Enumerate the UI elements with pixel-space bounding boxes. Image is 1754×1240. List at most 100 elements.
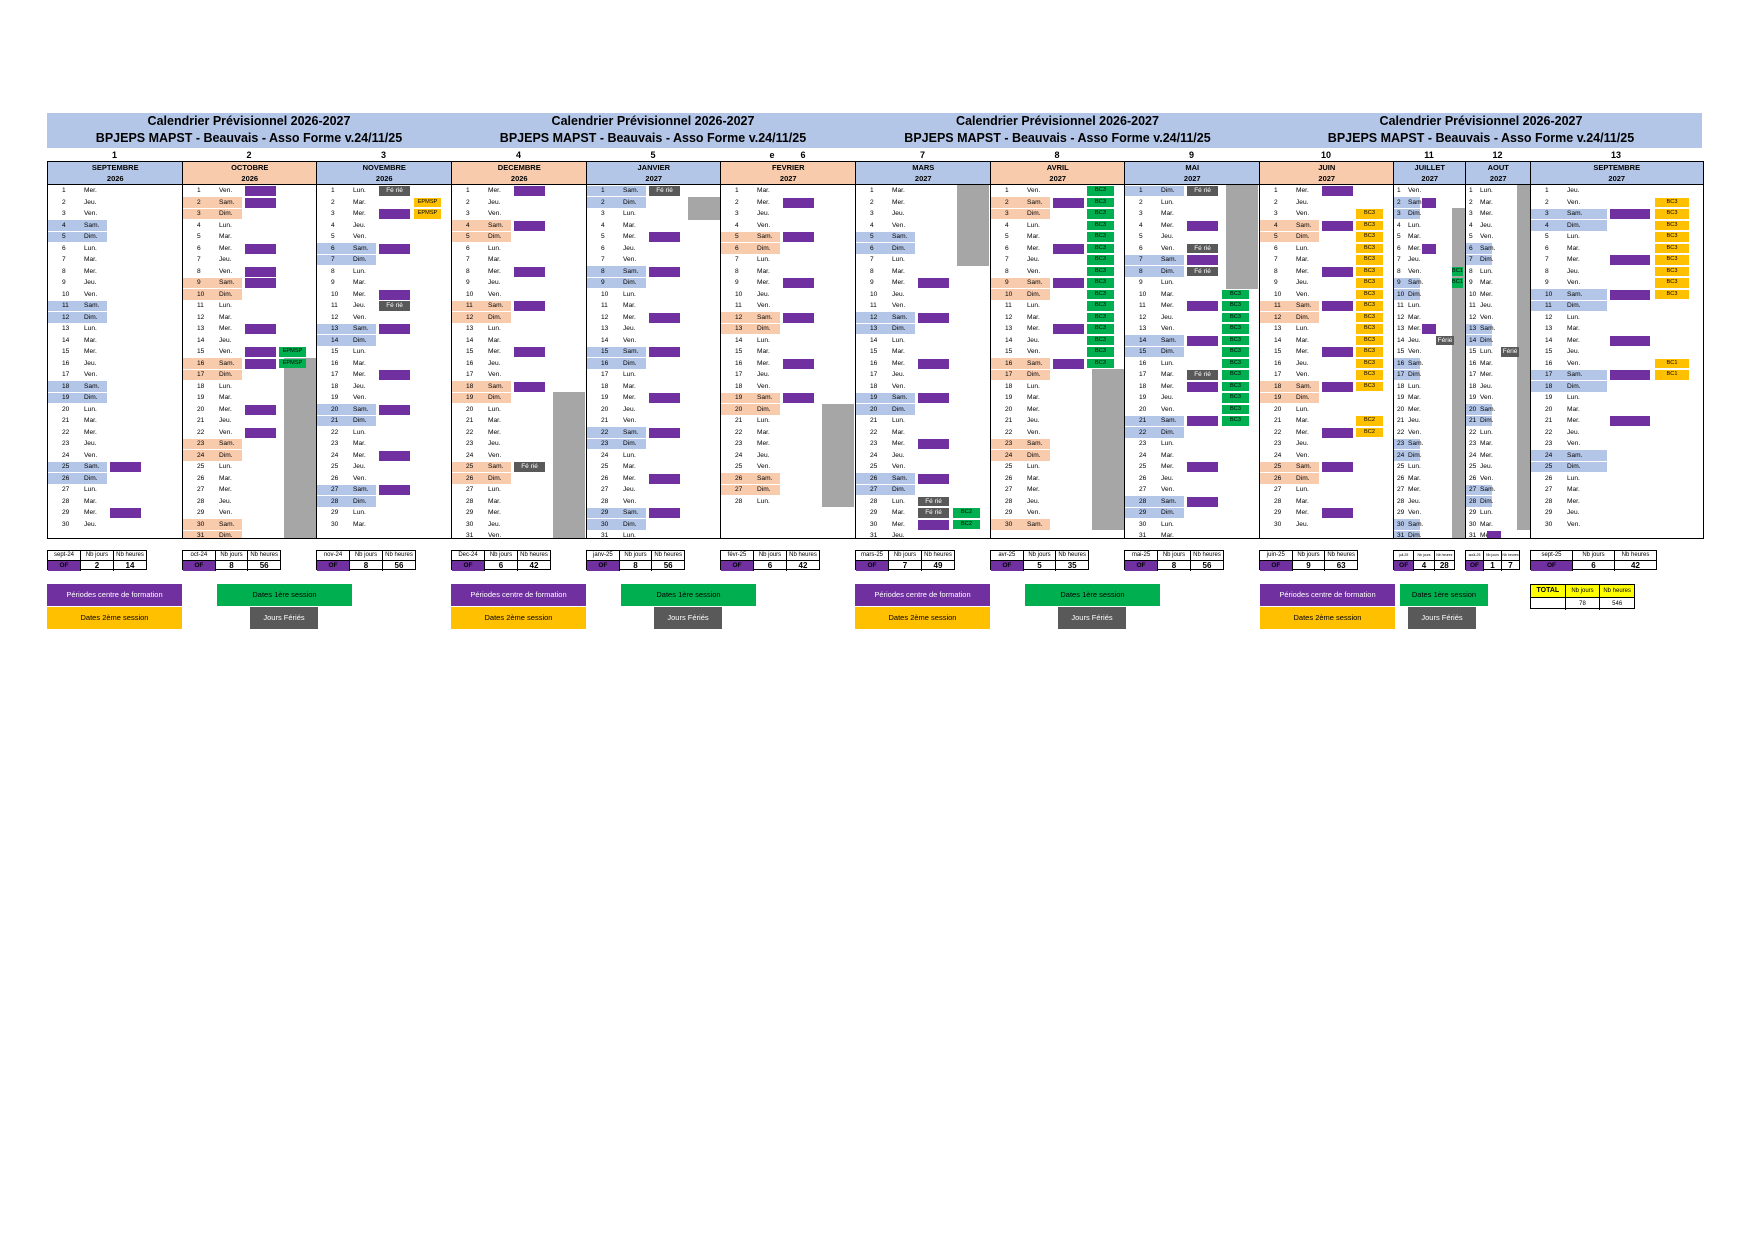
day-name: Sam.: [1408, 359, 1424, 367]
day-name: Mer.: [1027, 244, 1040, 252]
weekend-highlight: [48, 473, 107, 484]
month-year: 2026: [510, 174, 528, 183]
day-number: 16: [1139, 359, 1147, 367]
day-row: 11 Jeu. Fé rié: [317, 300, 452, 312]
day-row: 27 Sam.: [317, 484, 452, 496]
day-number: 12: [331, 313, 339, 321]
summary-hours-value: 14: [125, 561, 135, 570]
weekend-highlight: [1466, 484, 1492, 495]
total-hours-header: Nb heures: [1600, 585, 1635, 597]
month-column: JANVIER 2027 1 Sam. Fé rié 2 Dim. 3 Lun. 4 Mar. 5 Me…: [586, 161, 722, 539]
day-number: 30: [601, 520, 609, 528]
day-row: 26 Dim.: [1260, 473, 1394, 485]
day-number: 3: [331, 210, 335, 217]
day-row: 1 Jeu.: [1531, 185, 1703, 197]
day-row: 12 Dim. BC3: [1260, 312, 1394, 324]
day-row: 23 Ven.: [1531, 438, 1703, 450]
day-name: Dim.: [353, 256, 367, 263]
summary-header-row: avr-25 Nb jours Nb heures: [991, 551, 1088, 561]
day-name: Lun.: [1567, 474, 1580, 482]
session-badge: BC3: [1087, 197, 1114, 207]
day-row: 15 Ven. BC3: [991, 346, 1125, 358]
day-number: 23: [601, 440, 609, 447]
session-badge: BC3: [1222, 370, 1249, 380]
weekend-highlight: [1125, 185, 1184, 196]
day-name: Mer.: [1567, 256, 1580, 263]
weekend-highlight: [183, 358, 242, 369]
day-number: 13: [466, 325, 474, 332]
day-row: 4 Lun. BC3: [991, 220, 1125, 232]
day-number: 17: [1397, 371, 1405, 378]
session-badge: BC3: [1087, 335, 1114, 345]
day-number: 6: [466, 244, 470, 252]
month-column: DECEMBRE 2026 1 Mer. 2 Jeu. 3 Ven. 4 Sam. 5 Dim. 6 Lu…: [451, 161, 588, 539]
weekend-highlight: [1260, 231, 1319, 242]
month-header: MARS 2027: [856, 162, 991, 185]
day-row: 18 Jeu.: [1466, 381, 1531, 393]
training-period-block: [1053, 197, 1084, 208]
day-number: 4: [1274, 221, 1278, 229]
day-number: 23: [1005, 440, 1013, 447]
month-number: 11: [1393, 150, 1465, 161]
day-row: 2 Mer.: [856, 197, 991, 209]
day-row: 30 Jeu.: [452, 519, 587, 531]
training-period-block: [245, 278, 276, 288]
day-number: 18: [1545, 382, 1553, 390]
day-name: Mar.: [1296, 417, 1309, 424]
holiday-badge: Fé rié: [1187, 243, 1218, 253]
day-name: Sam.: [1161, 497, 1177, 505]
day-number: 4: [601, 221, 605, 229]
month-name: JUIN: [1318, 163, 1336, 172]
day-name: Lun.: [1027, 221, 1040, 229]
day-name: Lun.: [623, 210, 636, 217]
day-number: 24: [331, 451, 339, 459]
day-row: 16 Dim.: [587, 358, 721, 370]
day-number: 12: [1139, 313, 1147, 321]
day-number: 25: [1545, 463, 1553, 470]
day-name: Ven.: [757, 221, 771, 229]
day-name: Jeu.: [219, 497, 232, 505]
day-row: 16 Jeu. BC3: [1260, 358, 1394, 370]
day-name: Dim.: [1027, 210, 1041, 217]
day-number: 28: [1397, 497, 1405, 505]
day-number: 12: [735, 313, 743, 321]
day-row: 25 Mer.: [1125, 461, 1260, 473]
day-row: 19 Ven.: [317, 392, 452, 404]
month-column: NOVEMBRE 2026 1 Lun. Fé rié 2 Mar. EPMSP 3 Mer. EP…: [316, 161, 453, 539]
day-number: 23: [1397, 440, 1405, 447]
day-name: Sam.: [1027, 520, 1043, 528]
day-number: 21: [197, 417, 205, 424]
summary-value-row: OF 6 42: [1531, 561, 1656, 571]
month-summary: janv-25 Nb jours Nb heures OF 8 56: [586, 550, 685, 571]
summary-header-cell: Nb heures: [1193, 552, 1221, 558]
month-number: 10: [1259, 150, 1393, 161]
day-name: Sam.: [1296, 221, 1312, 229]
day-row: 10 Sam. BC3: [1531, 289, 1703, 301]
day-name: Dim.: [1480, 417, 1494, 424]
day-row: 30 Mer. BC2: [856, 519, 991, 531]
weekend-highlight: [587, 358, 646, 369]
day-name: Mar.: [892, 348, 905, 355]
weekend-highlight: [991, 450, 1050, 461]
summary-hours-value: 56: [1202, 561, 1212, 570]
session-badge: BC3: [1087, 220, 1114, 230]
day-row: 1 Mer.: [452, 185, 587, 197]
day-name: Mar.: [1408, 474, 1421, 482]
day-name: Mer.: [1480, 530, 1493, 538]
training-period-block: [1187, 301, 1218, 311]
day-row: 29 Dim.: [1125, 507, 1260, 519]
day-row: 16 Ven. BC1: [1531, 358, 1703, 370]
day-row: 7 Mar.: [48, 254, 183, 266]
day-row: 8 Lun.: [317, 266, 452, 278]
training-period-block: [379, 289, 410, 300]
month-column: AOUT 2027 1 Lun. 2 Mar. 3 Mer. 4 Jeu. 5 Ven. 6 Sam. 7 D…: [1465, 161, 1532, 539]
day-name: Mer.: [757, 279, 770, 286]
day-name: Dim.: [1027, 371, 1041, 378]
header-band: Calendrier Prévisionnel 2026-2027 BPJEPS …: [1260, 113, 1702, 148]
day-name: Mer.: [623, 394, 636, 401]
day-name: Jeu.: [1408, 336, 1421, 344]
day-number: 24: [601, 451, 609, 459]
day-name: Mer.: [892, 440, 905, 447]
total-empty-cell: [1531, 598, 1566, 610]
day-name: Lun.: [219, 221, 232, 229]
